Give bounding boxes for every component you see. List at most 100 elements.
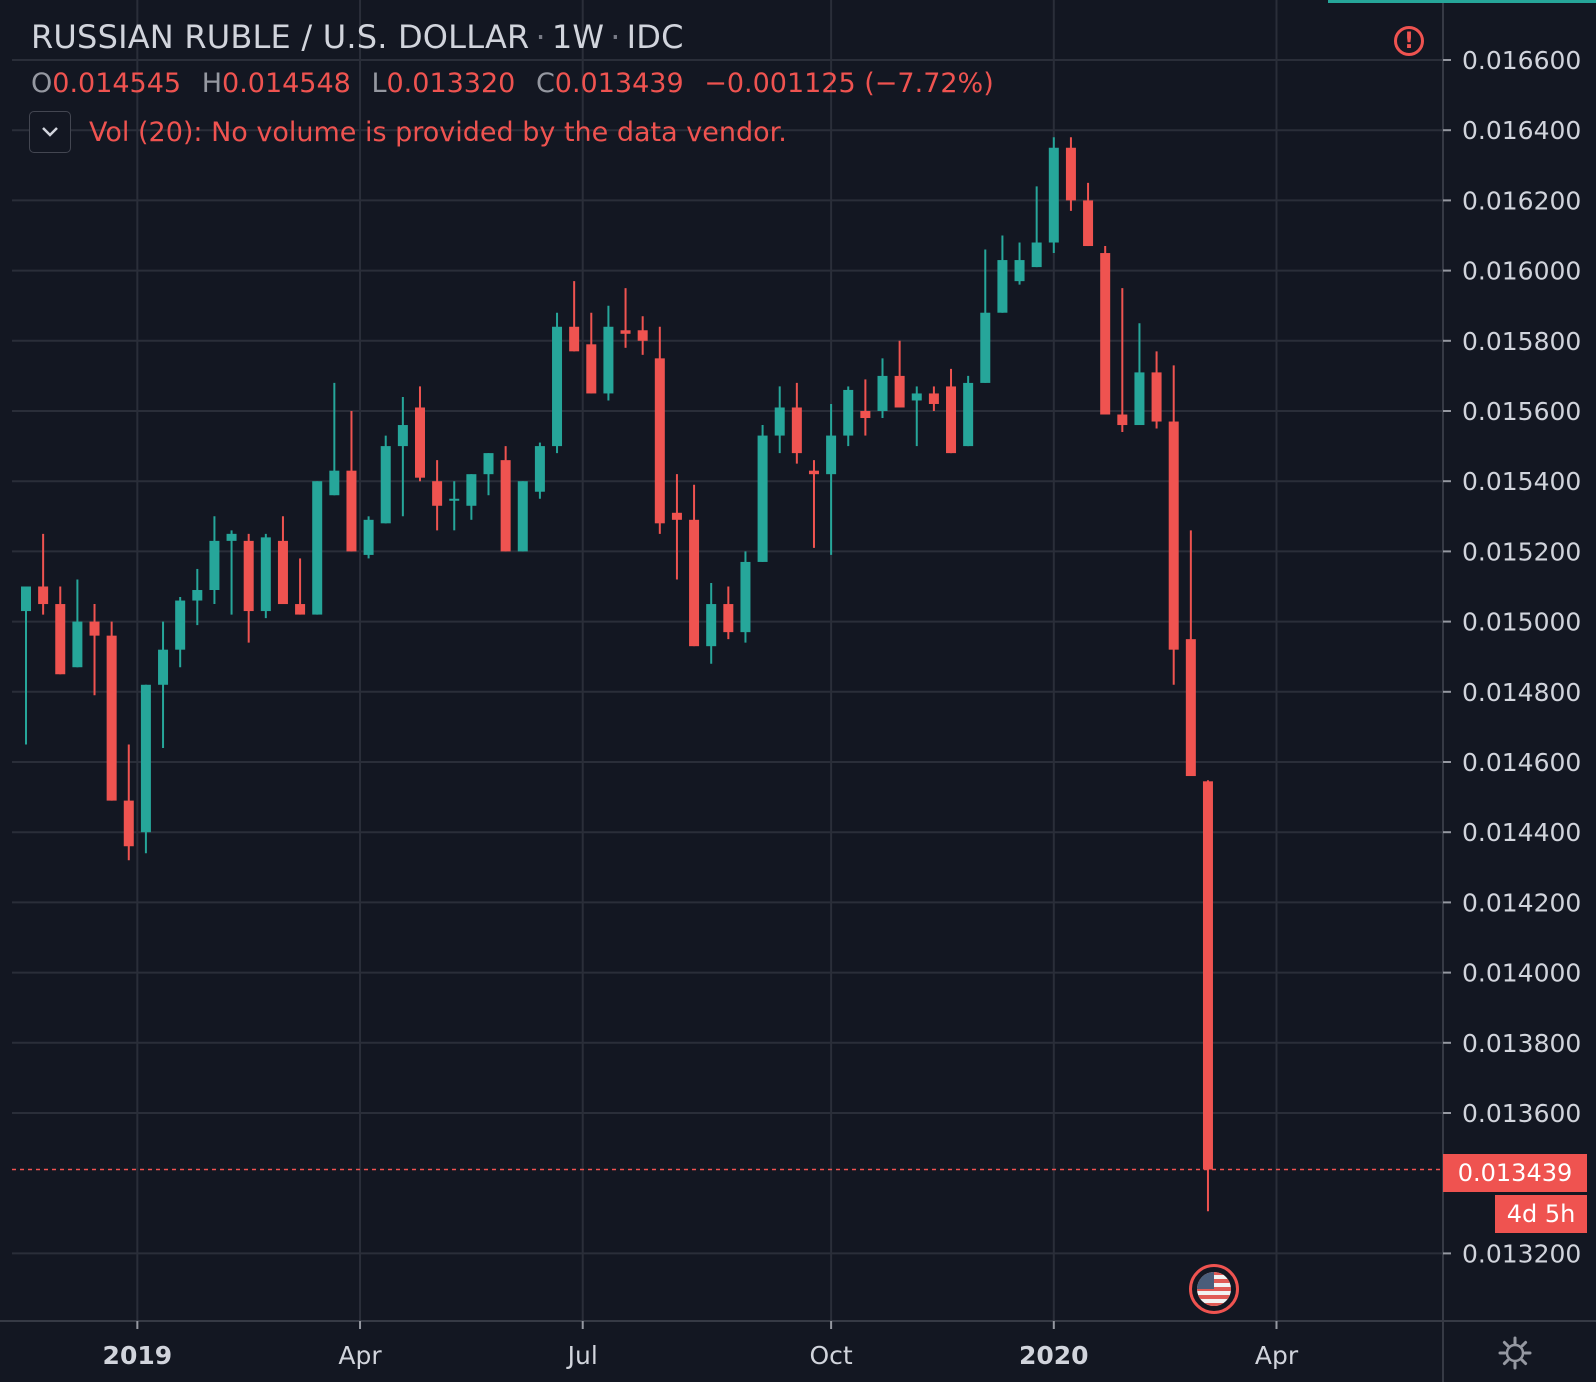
candle-body bbox=[123, 800, 134, 847]
settings-gear-icon[interactable] bbox=[1497, 1335, 1533, 1371]
candle[interactable] bbox=[928, 386, 939, 411]
candle-body bbox=[946, 386, 957, 454]
candle[interactable] bbox=[329, 382, 340, 496]
candle[interactable] bbox=[38, 533, 49, 615]
candle[interactable] bbox=[963, 375, 974, 447]
candle-body bbox=[397, 425, 408, 447]
candle-body bbox=[346, 470, 357, 552]
top-accent-bar bbox=[1328, 0, 1596, 3]
candle[interactable] bbox=[671, 474, 682, 580]
candle-body bbox=[843, 389, 854, 436]
candle[interactable] bbox=[1065, 137, 1076, 211]
y-tick-label: 0.013600 bbox=[1462, 1099, 1581, 1128]
candle[interactable] bbox=[1083, 182, 1094, 247]
candle[interactable] bbox=[980, 249, 991, 383]
candle[interactable] bbox=[740, 551, 751, 643]
y-tick-label: 0.016000 bbox=[1462, 257, 1581, 286]
candle[interactable] bbox=[414, 386, 425, 482]
candle[interactable] bbox=[89, 604, 100, 696]
candle[interactable] bbox=[911, 386, 922, 447]
candle[interactable] bbox=[603, 305, 614, 401]
candle[interactable] bbox=[226, 530, 237, 615]
candle[interactable] bbox=[346, 411, 357, 552]
last-price-badge: 0.013439 bbox=[1443, 1154, 1587, 1192]
candle[interactable] bbox=[946, 368, 957, 454]
candle[interactable] bbox=[312, 481, 323, 615]
candle[interactable] bbox=[877, 358, 888, 419]
candle[interactable] bbox=[192, 568, 203, 626]
candle[interactable] bbox=[158, 621, 169, 748]
candle[interactable] bbox=[654, 326, 665, 534]
candle[interactable] bbox=[1031, 186, 1042, 268]
candle[interactable] bbox=[21, 586, 31, 745]
candle[interactable] bbox=[1117, 288, 1128, 433]
change-value: −0.001125 (−7.72%) bbox=[704, 68, 994, 99]
ohlc-values: O0.014545 H0.014548 L0.013320 C0.013439 … bbox=[31, 68, 1006, 99]
us-flag-event-icon[interactable] bbox=[1189, 1264, 1239, 1314]
candle[interactable] bbox=[277, 516, 288, 605]
candle[interactable] bbox=[569, 281, 580, 352]
warning-glyph: ! bbox=[1403, 28, 1415, 54]
candle[interactable] bbox=[243, 533, 254, 643]
candle[interactable] bbox=[295, 558, 306, 615]
candle[interactable] bbox=[706, 582, 717, 664]
candle[interactable] bbox=[363, 516, 374, 559]
candle[interactable] bbox=[1202, 780, 1213, 1212]
candle[interactable] bbox=[1134, 323, 1145, 426]
candle-body bbox=[260, 537, 271, 612]
candle-body bbox=[243, 540, 254, 612]
candle[interactable] bbox=[55, 586, 66, 675]
candle[interactable] bbox=[808, 460, 819, 548]
candle[interactable] bbox=[140, 684, 151, 854]
time-axis[interactable]: 2019 Apr Jul Oct 2020 Apr bbox=[103, 1321, 1299, 1370]
candle[interactable] bbox=[826, 403, 837, 555]
candle[interactable] bbox=[380, 435, 391, 524]
candle[interactable] bbox=[843, 386, 854, 447]
candle[interactable] bbox=[123, 744, 134, 861]
collapse-indicators-button[interactable] bbox=[29, 111, 71, 153]
candle[interactable] bbox=[466, 474, 477, 520]
candle[interactable] bbox=[500, 446, 511, 552]
candle[interactable] bbox=[209, 516, 220, 605]
candle[interactable] bbox=[860, 379, 871, 436]
candle[interactable] bbox=[449, 481, 460, 531]
candle[interactable] bbox=[1185, 530, 1196, 777]
candle[interactable] bbox=[1014, 242, 1025, 285]
x-tick-label: 2019 bbox=[103, 1341, 173, 1370]
candle[interactable] bbox=[774, 386, 785, 454]
candle[interactable] bbox=[397, 396, 408, 517]
candle[interactable] bbox=[1048, 137, 1059, 254]
candle-body bbox=[1117, 414, 1128, 426]
candle[interactable] bbox=[517, 481, 528, 552]
y-tick-label: 0.015000 bbox=[1462, 608, 1581, 637]
candle[interactable] bbox=[552, 312, 563, 454]
candle[interactable] bbox=[757, 425, 768, 562]
open-value: 0.014545 bbox=[52, 68, 182, 99]
candle[interactable] bbox=[637, 316, 648, 355]
candle[interactable] bbox=[1100, 246, 1111, 415]
candle[interactable] bbox=[534, 442, 545, 499]
candle[interactable] bbox=[483, 453, 494, 496]
warning-icon[interactable]: ! bbox=[1394, 26, 1424, 56]
candle-body bbox=[1100, 253, 1111, 415]
price-axis[interactable]: 0.016600 0.016400 0.016200 0.016000 0.015800… bbox=[1443, 46, 1581, 1268]
candle[interactable] bbox=[894, 340, 905, 408]
candle[interactable] bbox=[1151, 351, 1162, 429]
candle[interactable] bbox=[997, 235, 1008, 313]
candle[interactable] bbox=[72, 579, 83, 668]
symbol-legend[interactable]: RUSSIAN RUBLE / U.S. DOLLAR · 1W · IDC bbox=[31, 18, 684, 56]
candle[interactable] bbox=[432, 460, 443, 531]
candle[interactable] bbox=[586, 312, 597, 394]
candle[interactable] bbox=[175, 597, 186, 668]
candle[interactable] bbox=[689, 484, 700, 647]
candle-body bbox=[106, 635, 117, 801]
candle-body bbox=[312, 481, 323, 615]
candle[interactable] bbox=[260, 533, 271, 619]
candle[interactable] bbox=[1168, 365, 1179, 685]
candle[interactable] bbox=[723, 586, 734, 640]
candle[interactable] bbox=[106, 621, 117, 801]
candle[interactable] bbox=[791, 382, 802, 464]
candle-body bbox=[1014, 260, 1025, 282]
candle[interactable] bbox=[620, 288, 631, 348]
